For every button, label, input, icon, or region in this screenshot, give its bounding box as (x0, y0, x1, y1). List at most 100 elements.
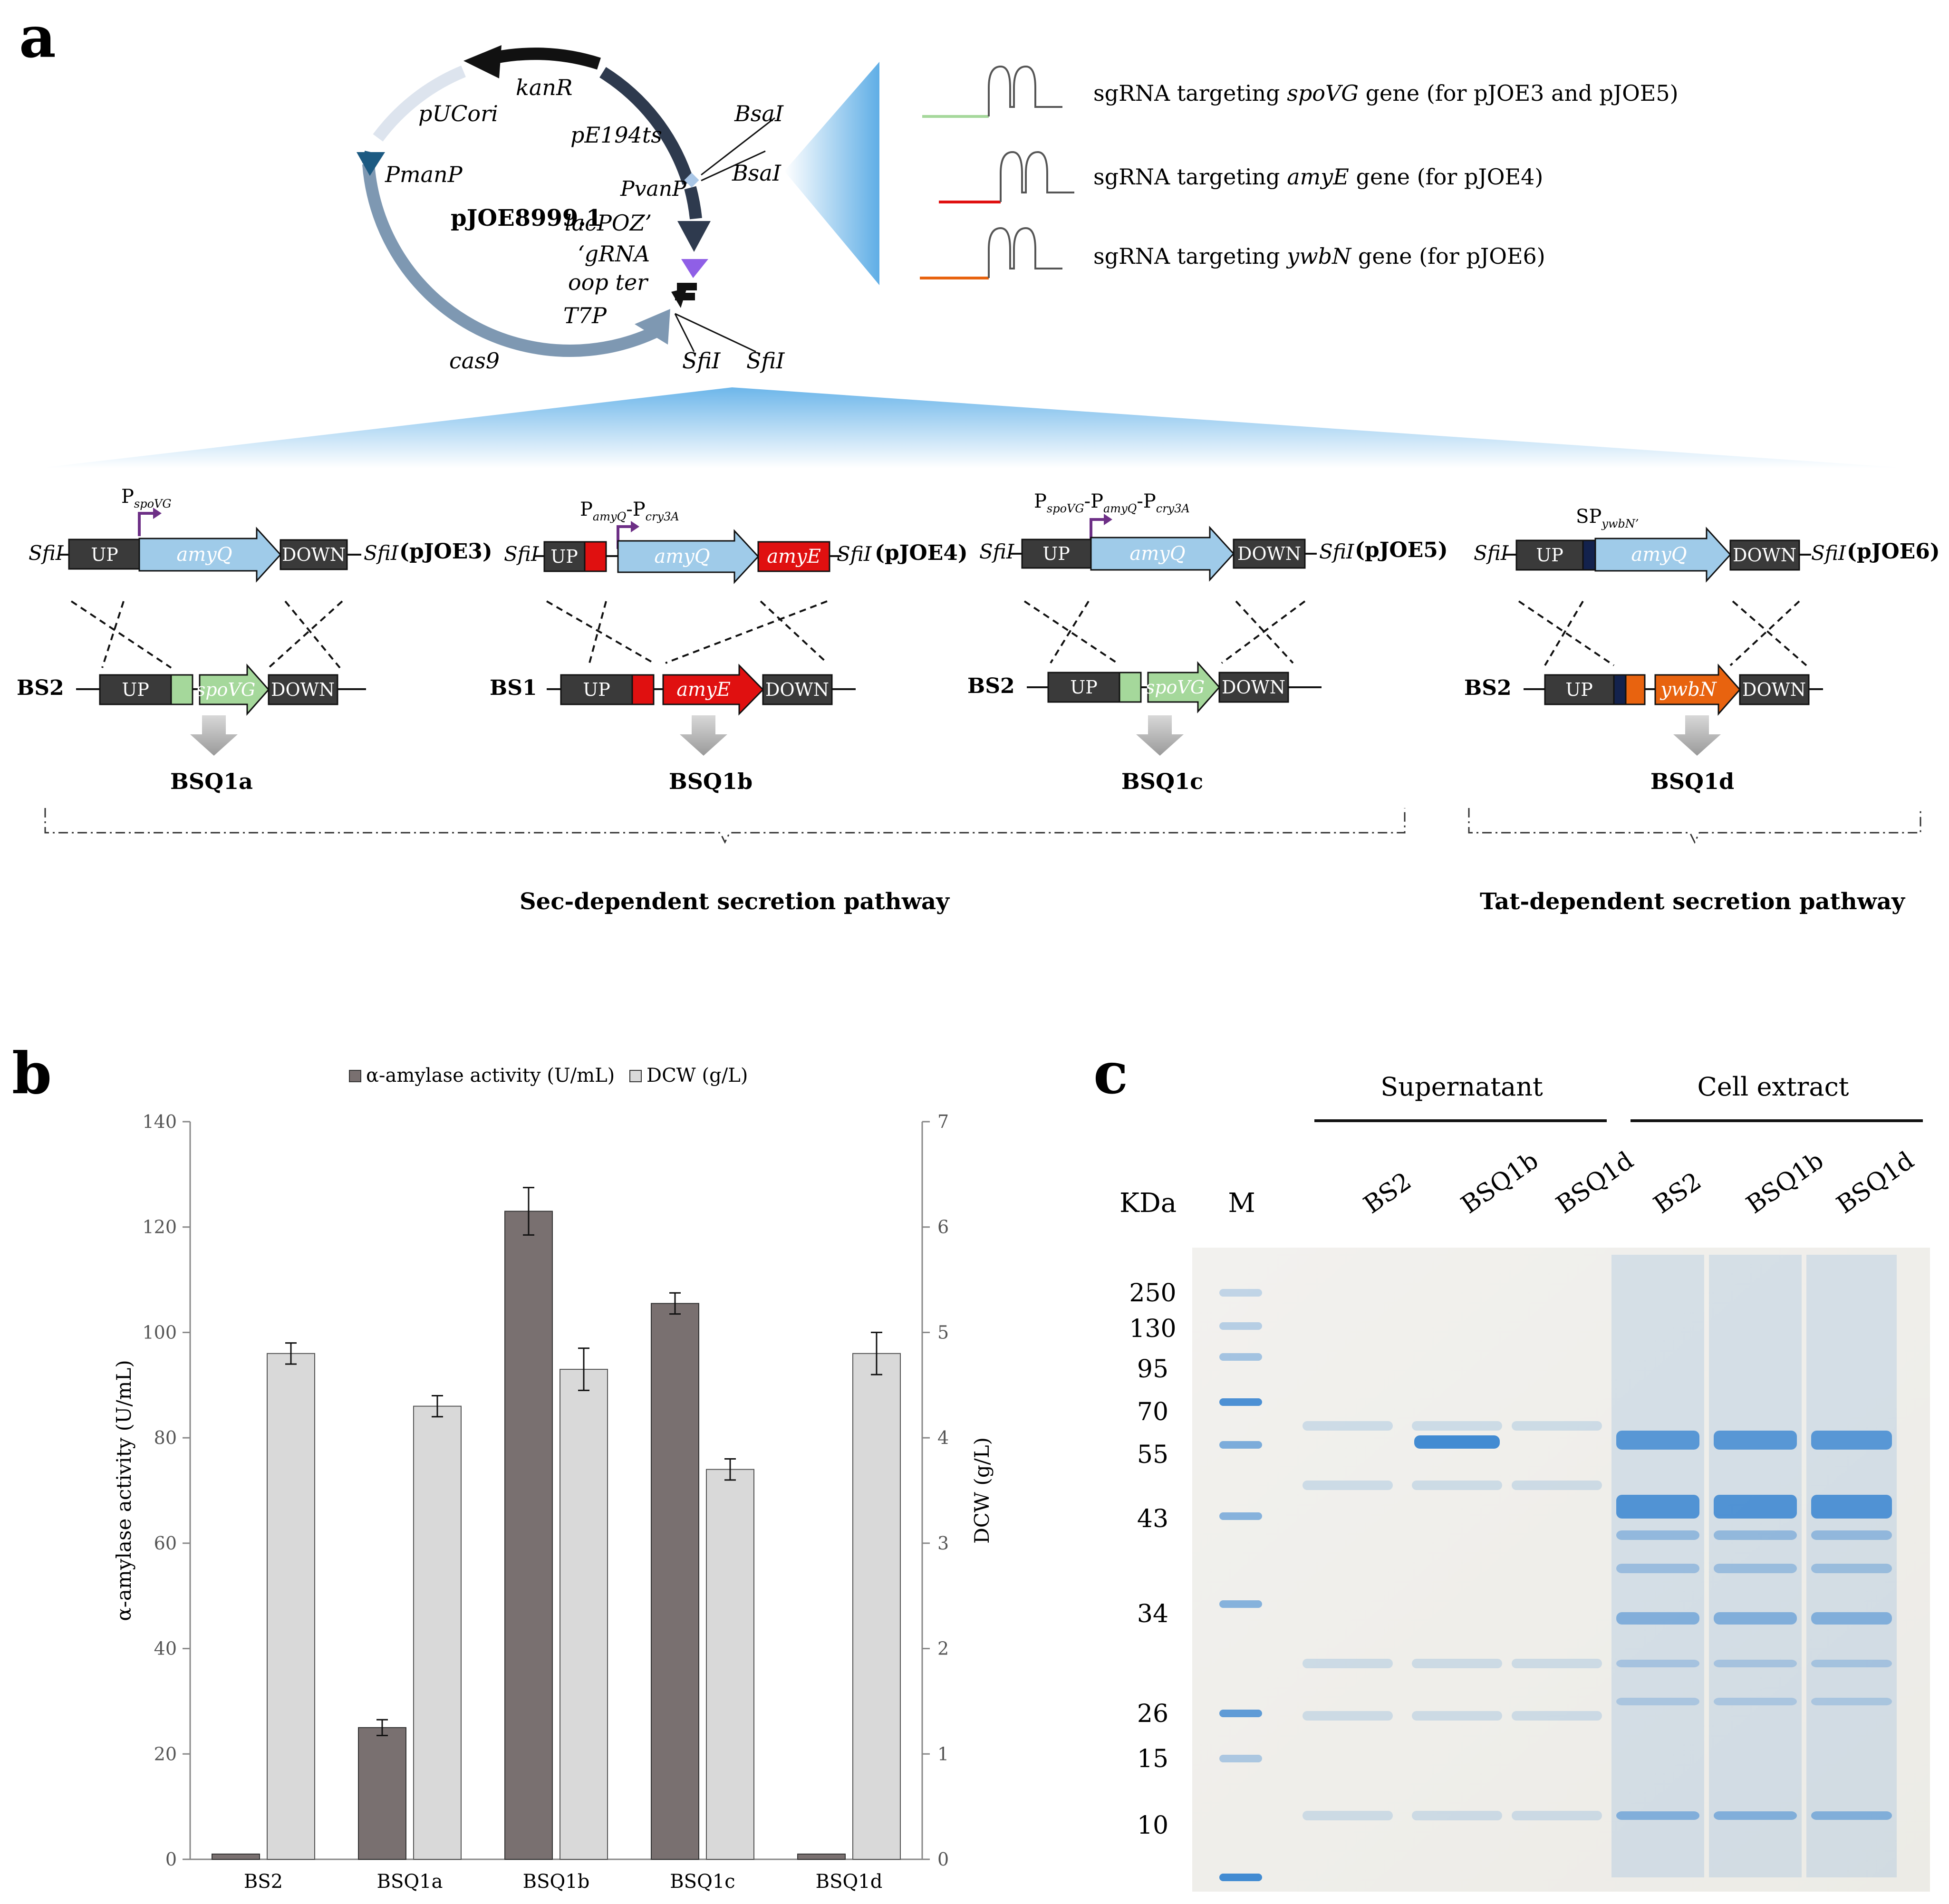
crossover-line (1235, 600, 1294, 664)
down-region (1218, 672, 1289, 703)
gel-band (1714, 1660, 1797, 1667)
promoter-arrowhead-icon (153, 508, 162, 519)
gel-band (1811, 1612, 1892, 1625)
plasmid-label-gRNA: ‘gRNA (578, 241, 650, 267)
amyQ-label: amyQ (176, 544, 232, 566)
gel-bands (1219, 1255, 1897, 1881)
down-label: DOWN (271, 679, 335, 700)
gel-band (1512, 1659, 1602, 1668)
plasmid-label-PvanP: PvanP (620, 177, 687, 201)
y2-tick-label: 4 (937, 1427, 949, 1448)
legend-label-dcw: DCW (g/L) (646, 1065, 748, 1087)
marker-size-label: 70 (1137, 1398, 1168, 1426)
errorbar-dcw-BS2 (285, 1342, 297, 1365)
promoter-arrowhead-icon (631, 521, 639, 532)
brace-tat (1468, 808, 1921, 844)
marker-band (1219, 1874, 1262, 1881)
PvanP-marker (684, 173, 699, 188)
crossover-line (760, 600, 828, 664)
lacPOZ-arrowhead (677, 221, 711, 252)
bar-activity-BS2 (212, 1853, 260, 1860)
promoter-label: PspoVG (121, 486, 172, 510)
plasmid-segment-pE194ts (599, 67, 695, 185)
errorbar-dcw-BSQ1a (432, 1394, 443, 1418)
host-label: BS2 (967, 674, 1015, 698)
amyE-region (757, 541, 830, 572)
amyE-label: amyE (676, 679, 731, 701)
plasmid-label-SfiI-2: SfiI (746, 348, 785, 374)
signal-block (584, 541, 607, 572)
promoter-arrow-icon (1090, 518, 1105, 539)
gel-band (1303, 1481, 1393, 1490)
BsaI-leader-1 (701, 117, 775, 176)
pathway-sec-label: Sec-dependent secretion pathway (520, 888, 950, 915)
promoter-label: PamyQ-Pcry3A (580, 499, 679, 523)
gel-band (1714, 1495, 1797, 1519)
plasmid-id-label: (pJOE4) (875, 541, 968, 565)
plasmid-id-label: (pJOE5) (1355, 538, 1448, 562)
x-tick-label-BSQ1a: BSQ1a (377, 1871, 443, 1893)
down-label: DOWN (1733, 545, 1796, 566)
gel-band (1412, 1659, 1502, 1668)
gel-band (1412, 1481, 1502, 1490)
amyQ-gene-arrow (1090, 526, 1235, 582)
gel-lane-label: BSQ1b (1741, 1146, 1829, 1220)
sgrna-text-amyE: sgRNA targeting amyE gene (for pJOE4) (1093, 164, 1543, 190)
panel-b: b 0 20 40 60 80 100 120 140 0 1 2 3 4 5 6 7 α-amylase ac… (12, 1040, 994, 1893)
sfiI-left-label: SfiI (979, 540, 1015, 563)
strain-label: BSQ1a (170, 769, 253, 794)
down-region (1739, 674, 1810, 705)
up-label: UP (1565, 679, 1593, 700)
marker-size-label: 130 (1129, 1315, 1176, 1343)
plasmid-label-cas9: cas9 (449, 348, 500, 374)
marker-band (1219, 1322, 1262, 1330)
gel-band (1811, 1431, 1892, 1450)
gel-band (1616, 1564, 1699, 1573)
plasmid-segment-lacPOZ (684, 186, 702, 220)
gel-band (1714, 1811, 1797, 1820)
errorbar-dcw-BSQ1c (724, 1458, 736, 1481)
sfiI-left-label: SfiI (29, 541, 64, 565)
up-label: UP (1070, 677, 1098, 698)
host-label: BS2 (1464, 676, 1512, 700)
marker-band (1219, 1600, 1262, 1608)
bar-dcw-BSQ1c (706, 1469, 754, 1860)
up-label: UP (1536, 545, 1563, 566)
SfiI-leader-1 (674, 313, 695, 352)
amyQ-gene-arrow (1594, 527, 1732, 583)
y-axis-title: α-amylase activity (U/mL) (112, 1360, 135, 1621)
up-region (1515, 539, 1584, 571)
crossover-line (70, 600, 172, 669)
spoVG-label: spoVG (1146, 677, 1205, 698)
gel-band (1616, 1660, 1699, 1667)
result-arrow-icon (680, 715, 727, 756)
plasmid-label-pUCori: pUCori (418, 101, 498, 126)
gel-band (1412, 1421, 1502, 1431)
plasmid-id-label: (pJOE3) (399, 539, 492, 564)
amyQ-label: amyQ (1631, 544, 1687, 566)
down-region (762, 674, 833, 705)
sfiI-left-label: SfiI (504, 542, 540, 566)
gel-band (1303, 1421, 1393, 1431)
gel-band (1714, 1431, 1797, 1450)
plasmid-label-BsaI-1: BsaI (734, 101, 784, 126)
errorbar-activity-BSQ1a (376, 1719, 388, 1736)
bar-dcw-BS2 (267, 1353, 315, 1860)
oop-ter-block (677, 283, 697, 290)
sgrna-text-ywbN: sgRNA targeting ywbN gene (for pJOE6) (1093, 243, 1545, 269)
sgrna-hairpin-icon (988, 65, 1062, 116)
y2-tick-label: 7 (937, 1111, 949, 1132)
signal-block (1613, 674, 1627, 705)
sgrna-hairpin-icon (988, 227, 1062, 278)
plasmid-label-lacPOZ: lacPOZ’ (565, 210, 652, 236)
result-arrow-icon (190, 715, 238, 756)
down-region (1729, 539, 1800, 571)
crossover-line (665, 600, 828, 664)
panel-c: c Supernatant Cell extract KDa M BS2 BSQ1… (1093, 1040, 1930, 1892)
gel-lane-smear (1806, 1255, 1897, 1877)
gel-band (1616, 1612, 1699, 1625)
signal-block (170, 674, 193, 705)
y2-tick-label: 2 (937, 1638, 949, 1659)
signal-block (1582, 539, 1596, 571)
panel-b-label: b (12, 1040, 52, 1107)
